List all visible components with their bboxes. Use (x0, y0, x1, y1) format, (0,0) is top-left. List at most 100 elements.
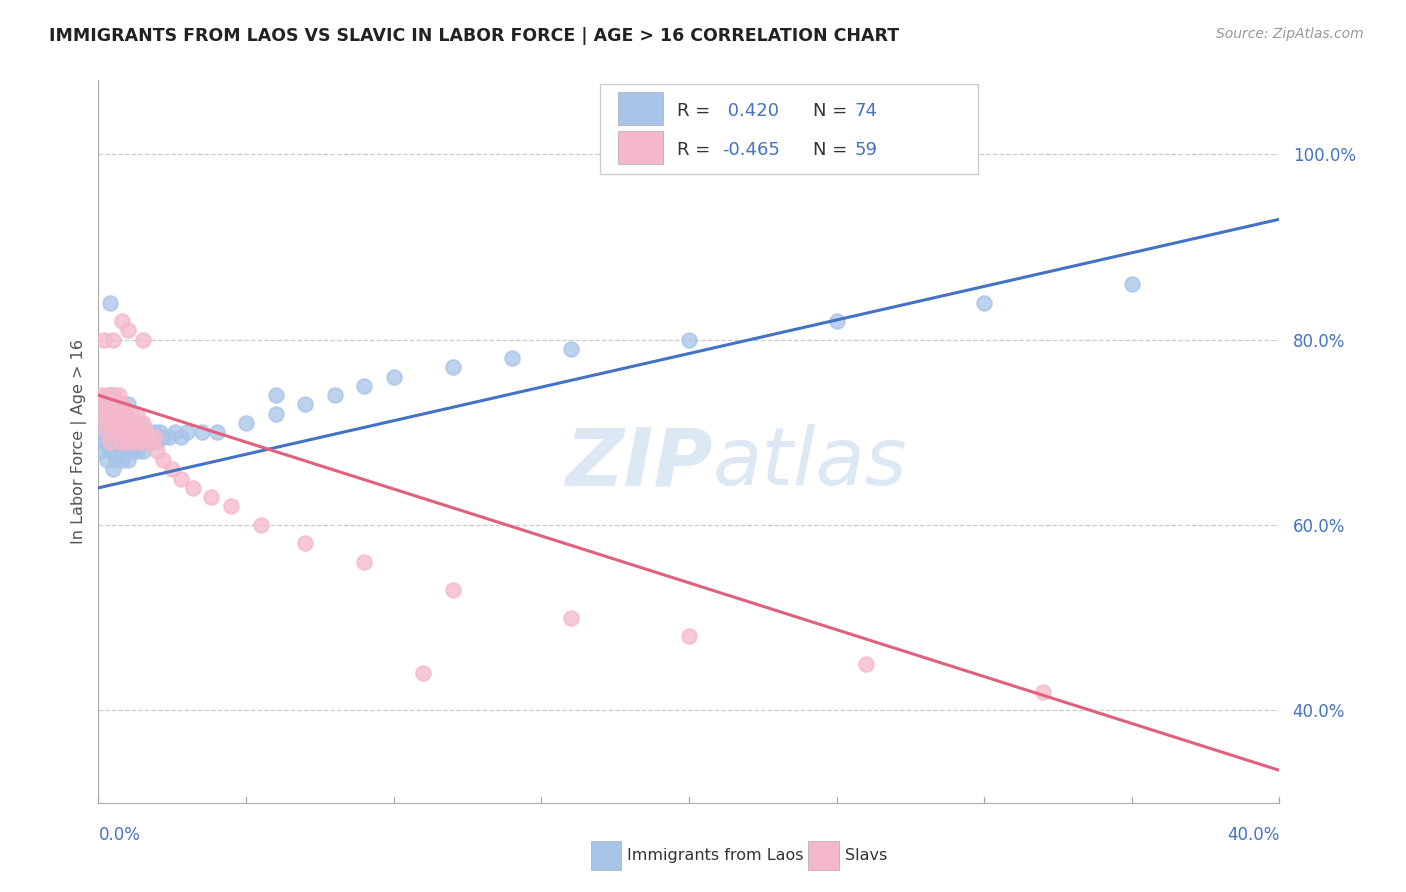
Point (170, 430, 193, 444)
Point (353, 379, 375, 393)
Point (441, 582, 464, 597)
Point (111, 314, 134, 328)
Point (117, 416, 139, 430)
Point (117, 323, 139, 337)
Text: 74: 74 (855, 102, 877, 120)
Text: Slavs: Slavs (845, 848, 887, 863)
Point (176, 425, 198, 440)
Point (353, 555, 375, 569)
Point (105, 397, 128, 411)
Point (98, 407, 121, 421)
Point (221, 500, 243, 514)
Point (128, 434, 150, 449)
Point (165, 425, 187, 440)
Text: N =: N = (813, 141, 848, 159)
Point (560, 342, 582, 356)
Point (122, 416, 145, 430)
Point (111, 416, 134, 430)
Point (152, 453, 174, 467)
Point (294, 536, 316, 550)
Point (128, 425, 150, 440)
Point (111, 434, 134, 449)
Point (138, 430, 160, 444)
Point (152, 430, 174, 444)
Text: ZIP: ZIP (565, 425, 713, 502)
Text: R =: R = (678, 102, 710, 120)
Point (103, 388, 125, 402)
Point (501, 351, 523, 366)
Point (146, 434, 169, 449)
Point (108, 425, 131, 440)
Point (103, 443, 125, 458)
Point (235, 416, 257, 430)
Point (108, 425, 131, 440)
Point (264, 388, 287, 402)
Point (105, 416, 128, 430)
Point (108, 407, 131, 421)
Point (96, 416, 118, 430)
Point (323, 388, 346, 402)
Point (108, 388, 131, 402)
Point (141, 434, 163, 449)
FancyBboxPatch shape (619, 131, 664, 164)
Point (125, 425, 148, 440)
Point (103, 407, 125, 421)
Text: 59: 59 (855, 141, 877, 159)
Point (93, 407, 115, 421)
Point (678, 333, 700, 347)
Point (111, 416, 134, 430)
Point (90, 443, 112, 458)
Point (117, 453, 139, 467)
Point (105, 397, 128, 411)
Point (1121, 277, 1143, 291)
Point (132, 416, 155, 430)
Point (98, 295, 121, 310)
Point (205, 425, 228, 440)
Point (678, 629, 700, 643)
Point (157, 430, 180, 444)
Text: 0.420: 0.420 (723, 102, 779, 120)
Point (120, 407, 142, 421)
Point (98, 397, 121, 411)
Point (98, 416, 121, 430)
Point (103, 333, 125, 347)
Point (93, 434, 115, 449)
Point (264, 407, 287, 421)
Point (132, 434, 155, 449)
Point (90, 407, 112, 421)
Text: 0.0%: 0.0% (98, 826, 141, 844)
Point (105, 416, 128, 430)
Point (128, 416, 150, 430)
Point (250, 517, 273, 532)
Point (125, 407, 148, 421)
Point (105, 434, 128, 449)
Point (122, 434, 145, 449)
Point (98, 434, 121, 449)
Point (108, 407, 131, 421)
Point (103, 425, 125, 440)
Point (90, 388, 112, 402)
Point (103, 388, 125, 402)
Point (122, 416, 145, 430)
Point (132, 443, 155, 458)
Point (96, 434, 118, 449)
Y-axis label: In Labor Force | Age > 16: In Labor Force | Age > 16 (72, 339, 87, 544)
Text: Source: ZipAtlas.com: Source: ZipAtlas.com (1216, 27, 1364, 41)
Point (117, 416, 139, 430)
Text: R =: R = (678, 141, 710, 159)
Point (111, 397, 134, 411)
Point (103, 462, 125, 476)
Point (96, 388, 118, 402)
Point (96, 453, 118, 467)
Text: -0.465: -0.465 (723, 141, 780, 159)
Text: N =: N = (813, 102, 848, 120)
Point (96, 397, 118, 411)
Point (111, 397, 134, 411)
Point (105, 453, 128, 467)
Point (143, 425, 166, 440)
Point (141, 434, 163, 449)
Point (120, 443, 142, 458)
Point (120, 425, 142, 440)
Point (855, 657, 877, 671)
Point (132, 425, 155, 440)
